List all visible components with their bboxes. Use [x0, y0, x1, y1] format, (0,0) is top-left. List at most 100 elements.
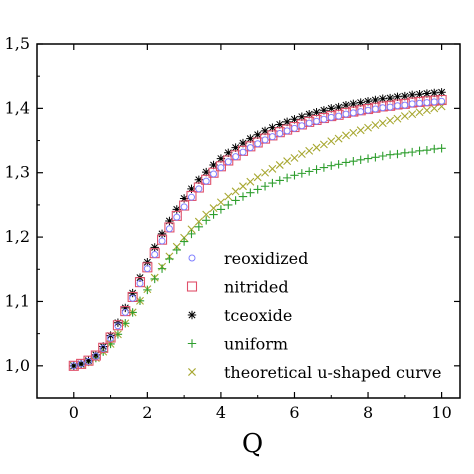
- data-point: [246, 144, 254, 152]
- data-point: [430, 98, 438, 106]
- data-point: [194, 175, 204, 185]
- data-point: [210, 170, 218, 178]
- data-point: [275, 176, 284, 185]
- data-point: [150, 274, 159, 284]
- data-point: [386, 116, 395, 125]
- data-point: [112, 320, 123, 331]
- data-point: [423, 99, 431, 107]
- data-point: [297, 112, 307, 121]
- data-point: [364, 106, 372, 114]
- data-point: [157, 264, 167, 273]
- series-asterisk: [69, 88, 446, 371]
- data-point: [356, 126, 365, 135]
- data-point: [334, 134, 343, 143]
- data-point: [261, 168, 270, 177]
- data-point: [422, 146, 432, 155]
- data-point: [187, 229, 196, 239]
- legend-item: uniform: [187, 335, 288, 354]
- data-point: [165, 216, 174, 226]
- data-point: [224, 192, 233, 201]
- data-point: [172, 245, 181, 255]
- legend-label: theoretical u-shaped curve: [224, 363, 441, 382]
- legend-label: uniform: [224, 335, 288, 354]
- data-point: [379, 104, 387, 112]
- data-point: [69, 361, 78, 371]
- y-axis: 1,0 1,1 1,2 1,3 1,4 1,5: [5, 34, 460, 375]
- data-point: [99, 342, 108, 351]
- legend-item: nitrided: [186, 278, 289, 297]
- data-point: [202, 177, 210, 185]
- data-point: [282, 117, 292, 127]
- data-point: [231, 187, 240, 196]
- data-point: [386, 103, 394, 111]
- data-point: [224, 158, 232, 166]
- data-point: [224, 148, 233, 157]
- data-point: [151, 250, 159, 258]
- data-point: [179, 194, 189, 203]
- x-axis-title: Q: [242, 429, 263, 459]
- data-point: [91, 350, 101, 360]
- data-point: [334, 160, 343, 169]
- data-point: [371, 121, 380, 130]
- data-point: [216, 205, 226, 214]
- data-point: [290, 124, 298, 132]
- data-point: [83, 355, 94, 366]
- data-point: [216, 154, 226, 163]
- data-point: [77, 360, 85, 368]
- x-axis: 0 2 4 6 8 10: [36, 44, 452, 422]
- data-point: [349, 156, 358, 166]
- data-point: [349, 109, 357, 117]
- data-point: [158, 237, 166, 245]
- data-point: [165, 225, 173, 233]
- data-point: [364, 123, 373, 132]
- y-tick-label: 1,5: [5, 34, 30, 53]
- data-point: [157, 229, 167, 239]
- data-point: [129, 294, 137, 302]
- legend-label: reoxidized: [224, 249, 308, 268]
- data-point: [408, 100, 416, 108]
- data-point: [378, 94, 387, 103]
- data-point: [275, 120, 284, 129]
- data-point: [231, 196, 240, 205]
- data-point: [165, 254, 174, 264]
- data-point: [121, 303, 130, 313]
- data-point: [216, 198, 225, 207]
- x-tick-label: 8: [363, 403, 373, 422]
- data-point: [290, 171, 299, 180]
- legend-label: tceoxide: [224, 306, 292, 325]
- data-point: [268, 178, 277, 188]
- data-point: [437, 88, 446, 97]
- data-point: [393, 102, 401, 110]
- data-point: [261, 136, 269, 144]
- data-point: [224, 200, 233, 210]
- x-tick-label: 10: [431, 403, 451, 422]
- data-point: [105, 332, 116, 343]
- data-point: [312, 165, 321, 174]
- data-point: [268, 164, 277, 173]
- data-point: [187, 225, 196, 234]
- data-point: [282, 173, 292, 183]
- data-point: [378, 119, 387, 128]
- data-point: [297, 150, 306, 159]
- data-point: [400, 112, 409, 121]
- data-point: [209, 204, 218, 213]
- data-point: [128, 288, 137, 298]
- data-point: [334, 102, 343, 112]
- data-point: [246, 188, 255, 197]
- data-point: [217, 164, 225, 172]
- series-circle: [70, 97, 446, 370]
- legend-marker: [187, 310, 197, 320]
- data-point: [305, 119, 313, 127]
- y-tick-label: 1,3: [5, 163, 30, 182]
- data-point: [283, 157, 292, 166]
- legend-item: tceoxide: [187, 306, 292, 325]
- data-point: [363, 97, 373, 106]
- data-point: [342, 131, 350, 140]
- legend-item: reoxidized: [188, 249, 308, 268]
- data-point: [92, 352, 100, 360]
- data-point: [260, 126, 270, 136]
- data-point: [268, 123, 277, 132]
- data-point: [238, 138, 248, 148]
- data-point: [143, 285, 152, 295]
- data-point: [415, 146, 424, 156]
